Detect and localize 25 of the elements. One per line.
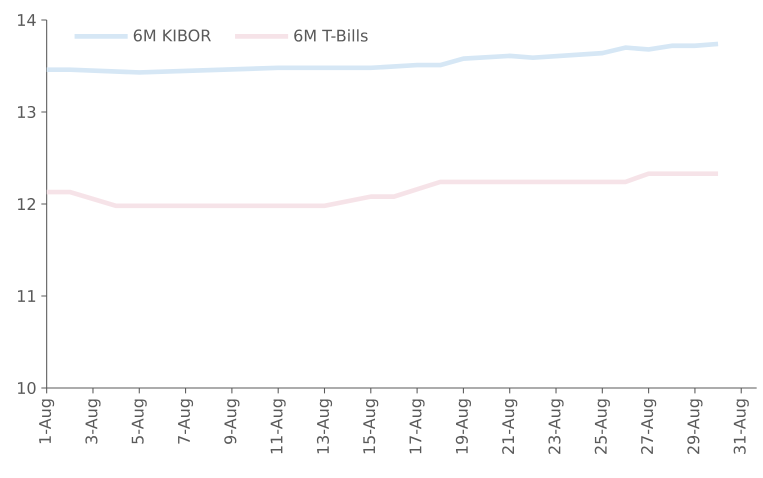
x-tick-label: 15-Aug: [363, 399, 378, 454]
x-tick-label: 5-Aug: [132, 399, 147, 444]
x-tick-label: 13-Aug: [316, 399, 332, 454]
legend-label: 6M KIBOR: [134, 29, 211, 42]
line-series: [46, 171, 720, 208]
x-tick-label: 25-Aug: [594, 399, 610, 454]
line-series: [46, 42, 720, 75]
x-tick-label: 21-Aug: [502, 399, 518, 454]
x-tick-label: 17-Aug: [410, 399, 425, 454]
x-tick-label: 3-Aug: [85, 399, 101, 444]
x-tick-label: 23-Aug: [548, 399, 564, 454]
y-tick-label: 10: [18, 382, 36, 394]
x-tick-label: 29-Aug: [687, 399, 703, 454]
x-tick-label: 31-Aug: [734, 399, 749, 454]
y-tick-label: 14: [18, 14, 36, 26]
x-tick-label: 9-Aug: [224, 399, 240, 444]
y-tick-label: 11: [18, 290, 36, 302]
x-tick-label: 27-Aug: [641, 399, 656, 454]
x-tick-label: 7-Aug: [178, 399, 194, 444]
x-tick-label: 1-Aug: [39, 399, 54, 444]
x-tick-label: 19-Aug: [456, 399, 472, 454]
y-tick-label: 12: [18, 198, 36, 210]
y-tick-label: 13: [18, 106, 36, 118]
x-tick-label: 11-Aug: [270, 399, 286, 454]
legend-label: 6M T-Bills: [294, 29, 368, 42]
